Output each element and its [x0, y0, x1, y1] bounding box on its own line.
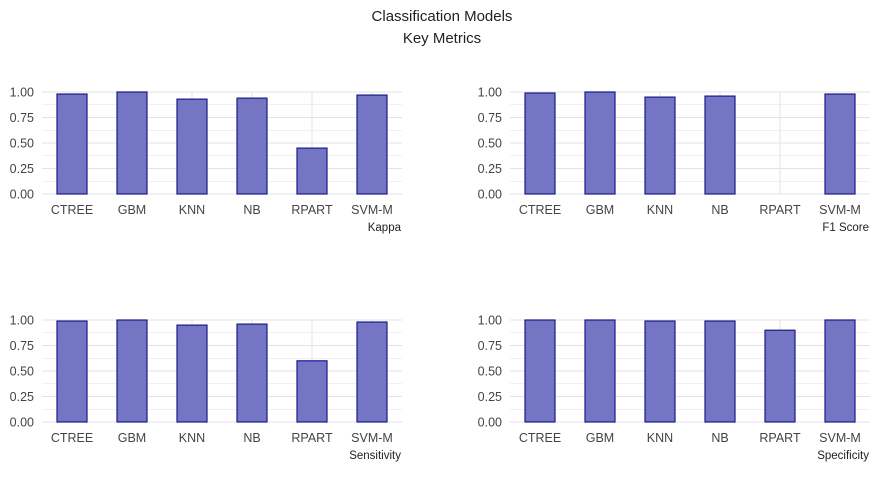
bar-ctree	[524, 319, 556, 423]
y-tick-label: 0.00	[10, 188, 34, 202]
x-tick-label: RPART	[759, 203, 801, 217]
bar-knn	[644, 320, 676, 423]
x-tick-label: CTREE	[519, 203, 561, 217]
y-tick-label: 0.50	[10, 365, 34, 379]
metric-label: Kappa	[368, 222, 402, 234]
x-tick-label: RPART	[291, 431, 333, 445]
figure-subtitle: Key Metrics	[403, 30, 481, 47]
x-tick-label: NB	[711, 203, 728, 217]
bar-gbm	[116, 319, 148, 423]
x-tick-label: NB	[243, 431, 260, 445]
x-tick-label: GBM	[118, 203, 146, 217]
x-tick-label: GBM	[586, 431, 614, 445]
x-tick-label: KNN	[179, 203, 205, 217]
x-tick-label: CTREE	[51, 203, 93, 217]
y-tick-label: 0.50	[478, 137, 502, 151]
x-tick-label: NB	[243, 203, 260, 217]
bar-svm-m	[356, 321, 388, 423]
y-tick-label: 1.00	[478, 86, 502, 100]
y-tick-label: 0.25	[10, 390, 34, 404]
metric-label: Sensitivity	[349, 450, 401, 462]
y-tick-label: 0.75	[10, 111, 34, 125]
y-tick-label: 1.00	[10, 314, 34, 328]
y-tick-label: 0.00	[478, 416, 502, 430]
y-tick-label: 0.75	[478, 111, 502, 125]
bar-knn	[176, 324, 208, 423]
bar-gbm	[584, 319, 616, 423]
bar-ctree	[56, 320, 88, 423]
x-tick-label: CTREE	[51, 431, 93, 445]
x-tick-label: KNN	[647, 203, 673, 217]
y-tick-label: 0.25	[10, 162, 34, 176]
panel-kappa: 0.00 0.25 0.50 0.75 1.00 CTREE GBM KNN NB RPART SV…	[10, 86, 402, 234]
bar-svm-m	[356, 94, 388, 195]
x-tick-label: SVM-M	[819, 431, 861, 445]
x-tick-label: CTREE	[519, 431, 561, 445]
bar-ctree	[524, 92, 556, 195]
x-tick-label: NB	[711, 431, 728, 445]
x-tick-label: SVM-M	[819, 203, 861, 217]
panel-sensitivity: 0.00 0.25 0.50 0.75 1.00 CTREE GBM KNN NB RPART SV…	[10, 314, 402, 462]
bar-rpart	[296, 147, 328, 195]
metric-label: F1 Score	[822, 222, 869, 234]
y-tick-label: 1.00	[478, 314, 502, 328]
x-tick-label: KNN	[179, 431, 205, 445]
panel-specificity: 0.00 0.25 0.50 0.75 1.00 CTREE GBM KNN NB RPART SV…	[478, 314, 870, 462]
x-tick-label: GBM	[118, 431, 146, 445]
metric-label: Specificity	[817, 450, 869, 462]
bar-rpart	[296, 360, 328, 423]
x-tick-label: SVM-M	[351, 431, 393, 445]
x-tick-label: SVM-M	[351, 203, 393, 217]
y-tick-label: 1.00	[10, 86, 34, 100]
y-tick-label: 0.50	[478, 365, 502, 379]
figure-title: Classification Models	[372, 8, 513, 25]
bar-ctree	[56, 93, 88, 195]
bar-knn	[176, 98, 208, 195]
bar-svm-m	[824, 319, 856, 423]
x-tick-label: RPART	[291, 203, 333, 217]
bar-nb	[704, 320, 736, 423]
y-tick-label: 0.25	[478, 162, 502, 176]
bar-knn	[644, 96, 676, 195]
y-tick-label: 0.00	[478, 188, 502, 202]
y-tick-label: 0.75	[478, 339, 502, 353]
y-tick-label: 0.75	[10, 339, 34, 353]
bar-svm-m	[824, 93, 856, 195]
x-tick-label: GBM	[586, 203, 614, 217]
bar-gbm	[116, 91, 148, 195]
bar-nb	[236, 323, 268, 423]
x-tick-label: KNN	[647, 431, 673, 445]
bar-rpart	[764, 329, 796, 423]
y-tick-label: 0.50	[10, 137, 34, 151]
y-tick-label: 0.00	[10, 416, 34, 430]
bar-nb	[704, 95, 736, 195]
panel-f1-score: 0.00 0.25 0.50 0.75 1.00 CTREE GBM KNN NB RPART SV…	[478, 86, 870, 234]
y-tick-label: 0.25	[478, 390, 502, 404]
x-tick-label: RPART	[759, 431, 801, 445]
bar-nb	[236, 97, 268, 195]
bar-gbm	[584, 91, 616, 195]
